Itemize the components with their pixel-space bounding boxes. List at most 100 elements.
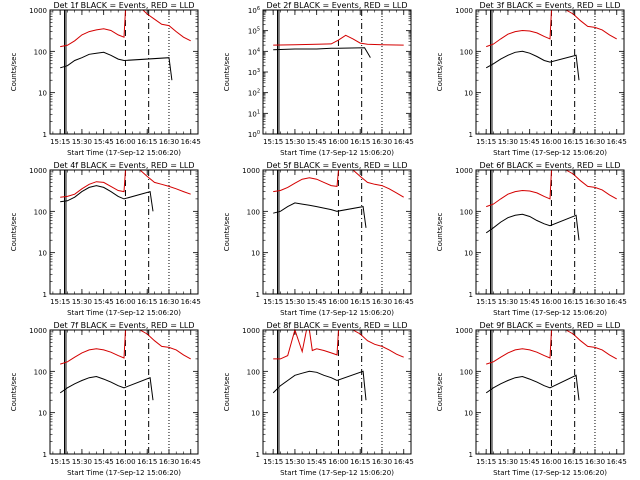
plot-frame	[49, 329, 199, 455]
x-tick-label: 15:15	[263, 138, 283, 146]
y-tick-label: 1	[43, 291, 47, 299]
x-tick-label: 16:30	[585, 458, 605, 466]
x-tick-label: 16:45	[181, 298, 201, 306]
x-tick-label: 16:30	[372, 298, 392, 306]
y-tick-label: 10	[464, 250, 473, 258]
x-tick-label: 16:45	[181, 138, 201, 146]
x-tick-label: 16:45	[607, 138, 627, 146]
y-tick-label: 10	[464, 90, 473, 98]
y-tick-label: 10	[38, 250, 47, 258]
x-tick-label: 16:30	[372, 138, 392, 146]
x-tick-label: 15:30	[285, 458, 305, 466]
y-tick-label: 1000	[29, 327, 47, 335]
lld-rate-series	[273, 169, 404, 198]
event-rate-series	[60, 51, 173, 81]
x-axis-label: Start Time (17-Sep-12 15:06:20)	[280, 309, 394, 317]
x-axis-label: Start Time (17-Sep-12 15:06:20)	[280, 149, 394, 157]
y-tick-label: 103	[248, 68, 260, 77]
chart-panel-8: Det 8f BLACK = Events, RED = LLD Counts/s…	[223, 321, 414, 477]
y-tick-label: 1000	[242, 327, 260, 335]
x-tick-label: 15:30	[72, 298, 92, 306]
x-tick-label: 16:45	[394, 458, 414, 466]
plot-frame	[49, 9, 199, 135]
y-tick-label: 10	[251, 410, 260, 418]
y-tick-label: 100	[248, 130, 260, 139]
x-tick-label: 16:30	[159, 298, 179, 306]
chart-panel-5: Det 5f BLACK = Events, RED = LLD Counts/s…	[223, 161, 414, 317]
lld-rate-series	[273, 328, 404, 360]
chart-panel-3: Det 3f BLACK = Events, RED = LLD Counts/s…	[436, 1, 627, 157]
y-tick-exponent: 1	[257, 109, 260, 115]
x-tick-label: 15:15	[476, 298, 496, 306]
y-tick-exponent: 4	[257, 47, 260, 53]
event-rate-series	[272, 370, 367, 401]
x-tick-label: 16:45	[607, 298, 627, 306]
x-tick-label: 15:45	[94, 298, 114, 306]
y-tick-label: 1	[43, 131, 47, 139]
y-axis-label: Counts/sec	[223, 213, 231, 252]
x-tick-label: 15:45	[520, 458, 540, 466]
chart-title: Det 5f BLACK = Events, RED = LLD	[266, 161, 407, 170]
chart-panel-7: Det 7f BLACK = Events, RED = LLD Counts/s…	[10, 321, 201, 477]
y-tick-exponent: 0	[257, 130, 260, 136]
y-tick-label: 1000	[455, 327, 473, 335]
y-axis-label: Counts/sec	[436, 53, 444, 92]
event-rate-series	[485, 374, 580, 401]
x-tick-label: 16:30	[372, 458, 392, 466]
x-tick-label: 15:30	[498, 458, 518, 466]
chart-panel-2: Det 2f BLACK = Events, RED = LLD Counts/s…	[223, 1, 414, 157]
y-tick-label: 10	[464, 410, 473, 418]
x-tick-label: 16:15	[350, 458, 370, 466]
x-tick-label: 16:00	[115, 458, 135, 466]
x-tick-label: 15:30	[498, 298, 518, 306]
y-tick-label: 101	[248, 109, 260, 118]
y-tick-label: 104	[248, 47, 260, 56]
y-tick-label: 10	[38, 410, 47, 418]
x-tick-label: 16:15	[350, 138, 370, 146]
y-tick-exponent: 3	[257, 68, 260, 74]
x-axis-label: Start Time (17-Sep-12 15:06:20)	[493, 309, 607, 317]
x-axis-label: Start Time (17-Sep-12 15:06:20)	[280, 469, 394, 477]
x-tick-label: 16:45	[394, 138, 414, 146]
y-axis-label: Counts/sec	[10, 213, 18, 252]
y-tick-label: 10	[251, 250, 260, 258]
x-axis-label: Start Time (17-Sep-12 15:06:20)	[493, 469, 607, 477]
x-tick-label: 15:45	[307, 458, 327, 466]
y-tick-label: 1	[469, 451, 473, 459]
x-tick-label: 15:45	[307, 138, 327, 146]
x-tick-label: 16:00	[328, 138, 348, 146]
x-tick-label: 15:15	[50, 138, 70, 146]
y-tick-label: 100	[460, 368, 473, 376]
y-axis-label: Counts/sec	[223, 373, 231, 412]
chart-title: Det 2f BLACK = Events, RED = LLD	[266, 1, 407, 10]
x-tick-label: 16:45	[394, 298, 414, 306]
x-tick-label: 16:30	[585, 298, 605, 306]
lld-rate-series	[273, 34, 404, 46]
x-tick-label: 15:45	[94, 138, 114, 146]
y-tick-label: 1	[469, 291, 473, 299]
x-tick-label: 15:30	[285, 138, 305, 146]
x-tick-label: 16:00	[541, 138, 561, 146]
lld-rate-series	[486, 329, 617, 365]
x-tick-label: 16:00	[115, 138, 135, 146]
chart-title: Det 6f BLACK = Events, RED = LLD	[479, 161, 620, 170]
x-tick-label: 16:45	[607, 458, 627, 466]
y-tick-label: 105	[248, 27, 260, 36]
y-tick-label: 1000	[455, 7, 473, 15]
x-tick-label: 16:00	[328, 458, 348, 466]
y-tick-label: 1	[43, 451, 47, 459]
x-tick-label: 16:30	[159, 458, 179, 466]
chart-panel-1: Det 1f BLACK = Events, RED = LLD Counts/s…	[10, 1, 201, 157]
x-axis-label: Start Time (17-Sep-12 15:06:20)	[67, 309, 181, 317]
y-axis-label: Counts/sec	[223, 53, 231, 92]
y-tick-label: 100	[34, 48, 47, 56]
y-tick-label: 1	[256, 451, 260, 459]
y-tick-exponent: 5	[257, 27, 260, 33]
lld-rate-series	[60, 169, 191, 198]
lld-rate-series	[486, 9, 617, 48]
event-rate-series	[59, 375, 154, 401]
y-axis-label: Counts/sec	[436, 213, 444, 252]
x-tick-label: 16:15	[137, 138, 157, 146]
y-tick-label: 1	[469, 131, 473, 139]
y-tick-label: 100	[460, 208, 473, 216]
